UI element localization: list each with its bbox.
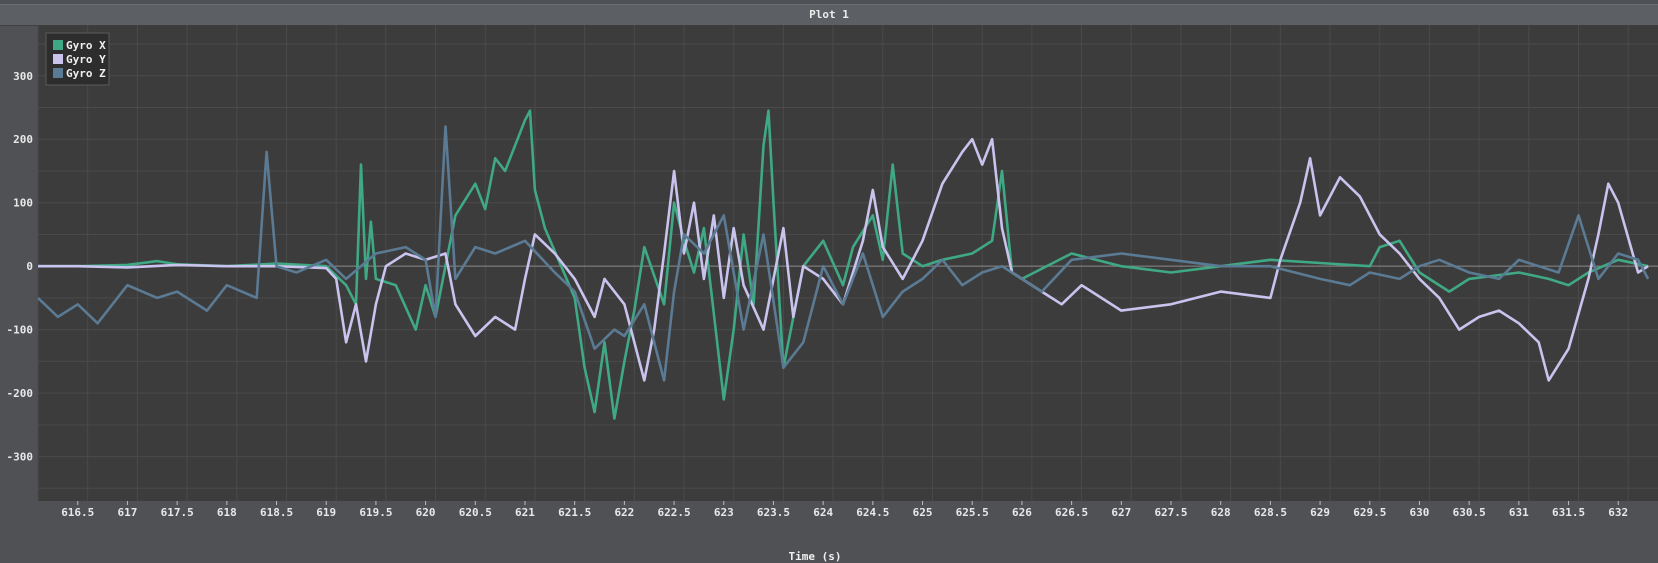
x-tick-label: 631 bbox=[1509, 506, 1529, 519]
series-line-gyro-z bbox=[37, 125, 1650, 382]
x-tick-label: 626.5 bbox=[1055, 506, 1088, 519]
x-tick-label: 620.5 bbox=[459, 506, 492, 519]
x-tick-label: 631.5 bbox=[1552, 506, 1585, 519]
legend-swatch bbox=[53, 54, 63, 64]
x-tick-label: 626 bbox=[1012, 506, 1032, 519]
y-axis-ticks: 300 200 100 0 -100 -200 -300 bbox=[7, 70, 34, 464]
x-tick-label: 628 bbox=[1211, 506, 1231, 519]
x-tick-label: 621.5 bbox=[558, 506, 591, 519]
series-lines bbox=[37, 109, 1650, 420]
x-axis-label: Time (s) bbox=[789, 550, 842, 563]
y-tick-label: -200 bbox=[7, 387, 34, 400]
x-tick-label: 617 bbox=[118, 506, 138, 519]
legend-entry[interactable]: Gyro Y bbox=[66, 53, 106, 66]
x-axis-ticks: 616.5 617 617.5 618 618.5 619 619.5 620 620.5 621… bbox=[61, 501, 1628, 519]
x-tick-label: 622.5 bbox=[658, 506, 691, 519]
x-tick-label: 623 bbox=[714, 506, 734, 519]
y-tick-label: 0 bbox=[26, 260, 33, 273]
x-tick-label: 628.5 bbox=[1254, 506, 1287, 519]
x-tick-label: 629.5 bbox=[1353, 506, 1386, 519]
legend-entry[interactable]: Gyro Z bbox=[66, 67, 106, 80]
x-tick-label: 623.5 bbox=[757, 506, 790, 519]
y-tick-label: -100 bbox=[7, 324, 34, 337]
x-tick-label: 619 bbox=[316, 506, 336, 519]
x-tick-label: 632 bbox=[1608, 506, 1628, 519]
y-tick-label: 200 bbox=[13, 133, 33, 146]
x-tick-label: 621 bbox=[515, 506, 535, 519]
x-tick-label: 625 bbox=[913, 506, 933, 519]
x-tick-label: 629 bbox=[1310, 506, 1330, 519]
x-tick-label: 618.5 bbox=[260, 506, 293, 519]
x-tick-label: 625.5 bbox=[956, 506, 989, 519]
x-tick-label: 617.5 bbox=[161, 506, 194, 519]
y-tick-label: -300 bbox=[7, 451, 34, 464]
x-tick-label: 624 bbox=[813, 506, 833, 519]
x-tick-label: 618 bbox=[217, 506, 237, 519]
x-tick-label: 616.5 bbox=[61, 506, 94, 519]
x-tick-label: 627.5 bbox=[1154, 506, 1187, 519]
legend-swatch bbox=[53, 68, 63, 78]
x-tick-label: 619.5 bbox=[359, 506, 392, 519]
x-tick-label: 627 bbox=[1111, 506, 1131, 519]
x-tick-label: 630 bbox=[1410, 506, 1430, 519]
y-tick-label: 300 bbox=[13, 70, 33, 83]
y-tick-label: 100 bbox=[13, 197, 33, 210]
legend-entry[interactable]: Gyro X bbox=[66, 39, 106, 52]
x-tick-label: 620 bbox=[416, 506, 436, 519]
plot-title: Plot 1 bbox=[809, 8, 849, 21]
x-tick-label: 622 bbox=[614, 506, 634, 519]
legend-swatch bbox=[53, 40, 63, 50]
x-tick-label: 630.5 bbox=[1453, 506, 1486, 519]
x-tick-label: 624.5 bbox=[856, 506, 889, 519]
